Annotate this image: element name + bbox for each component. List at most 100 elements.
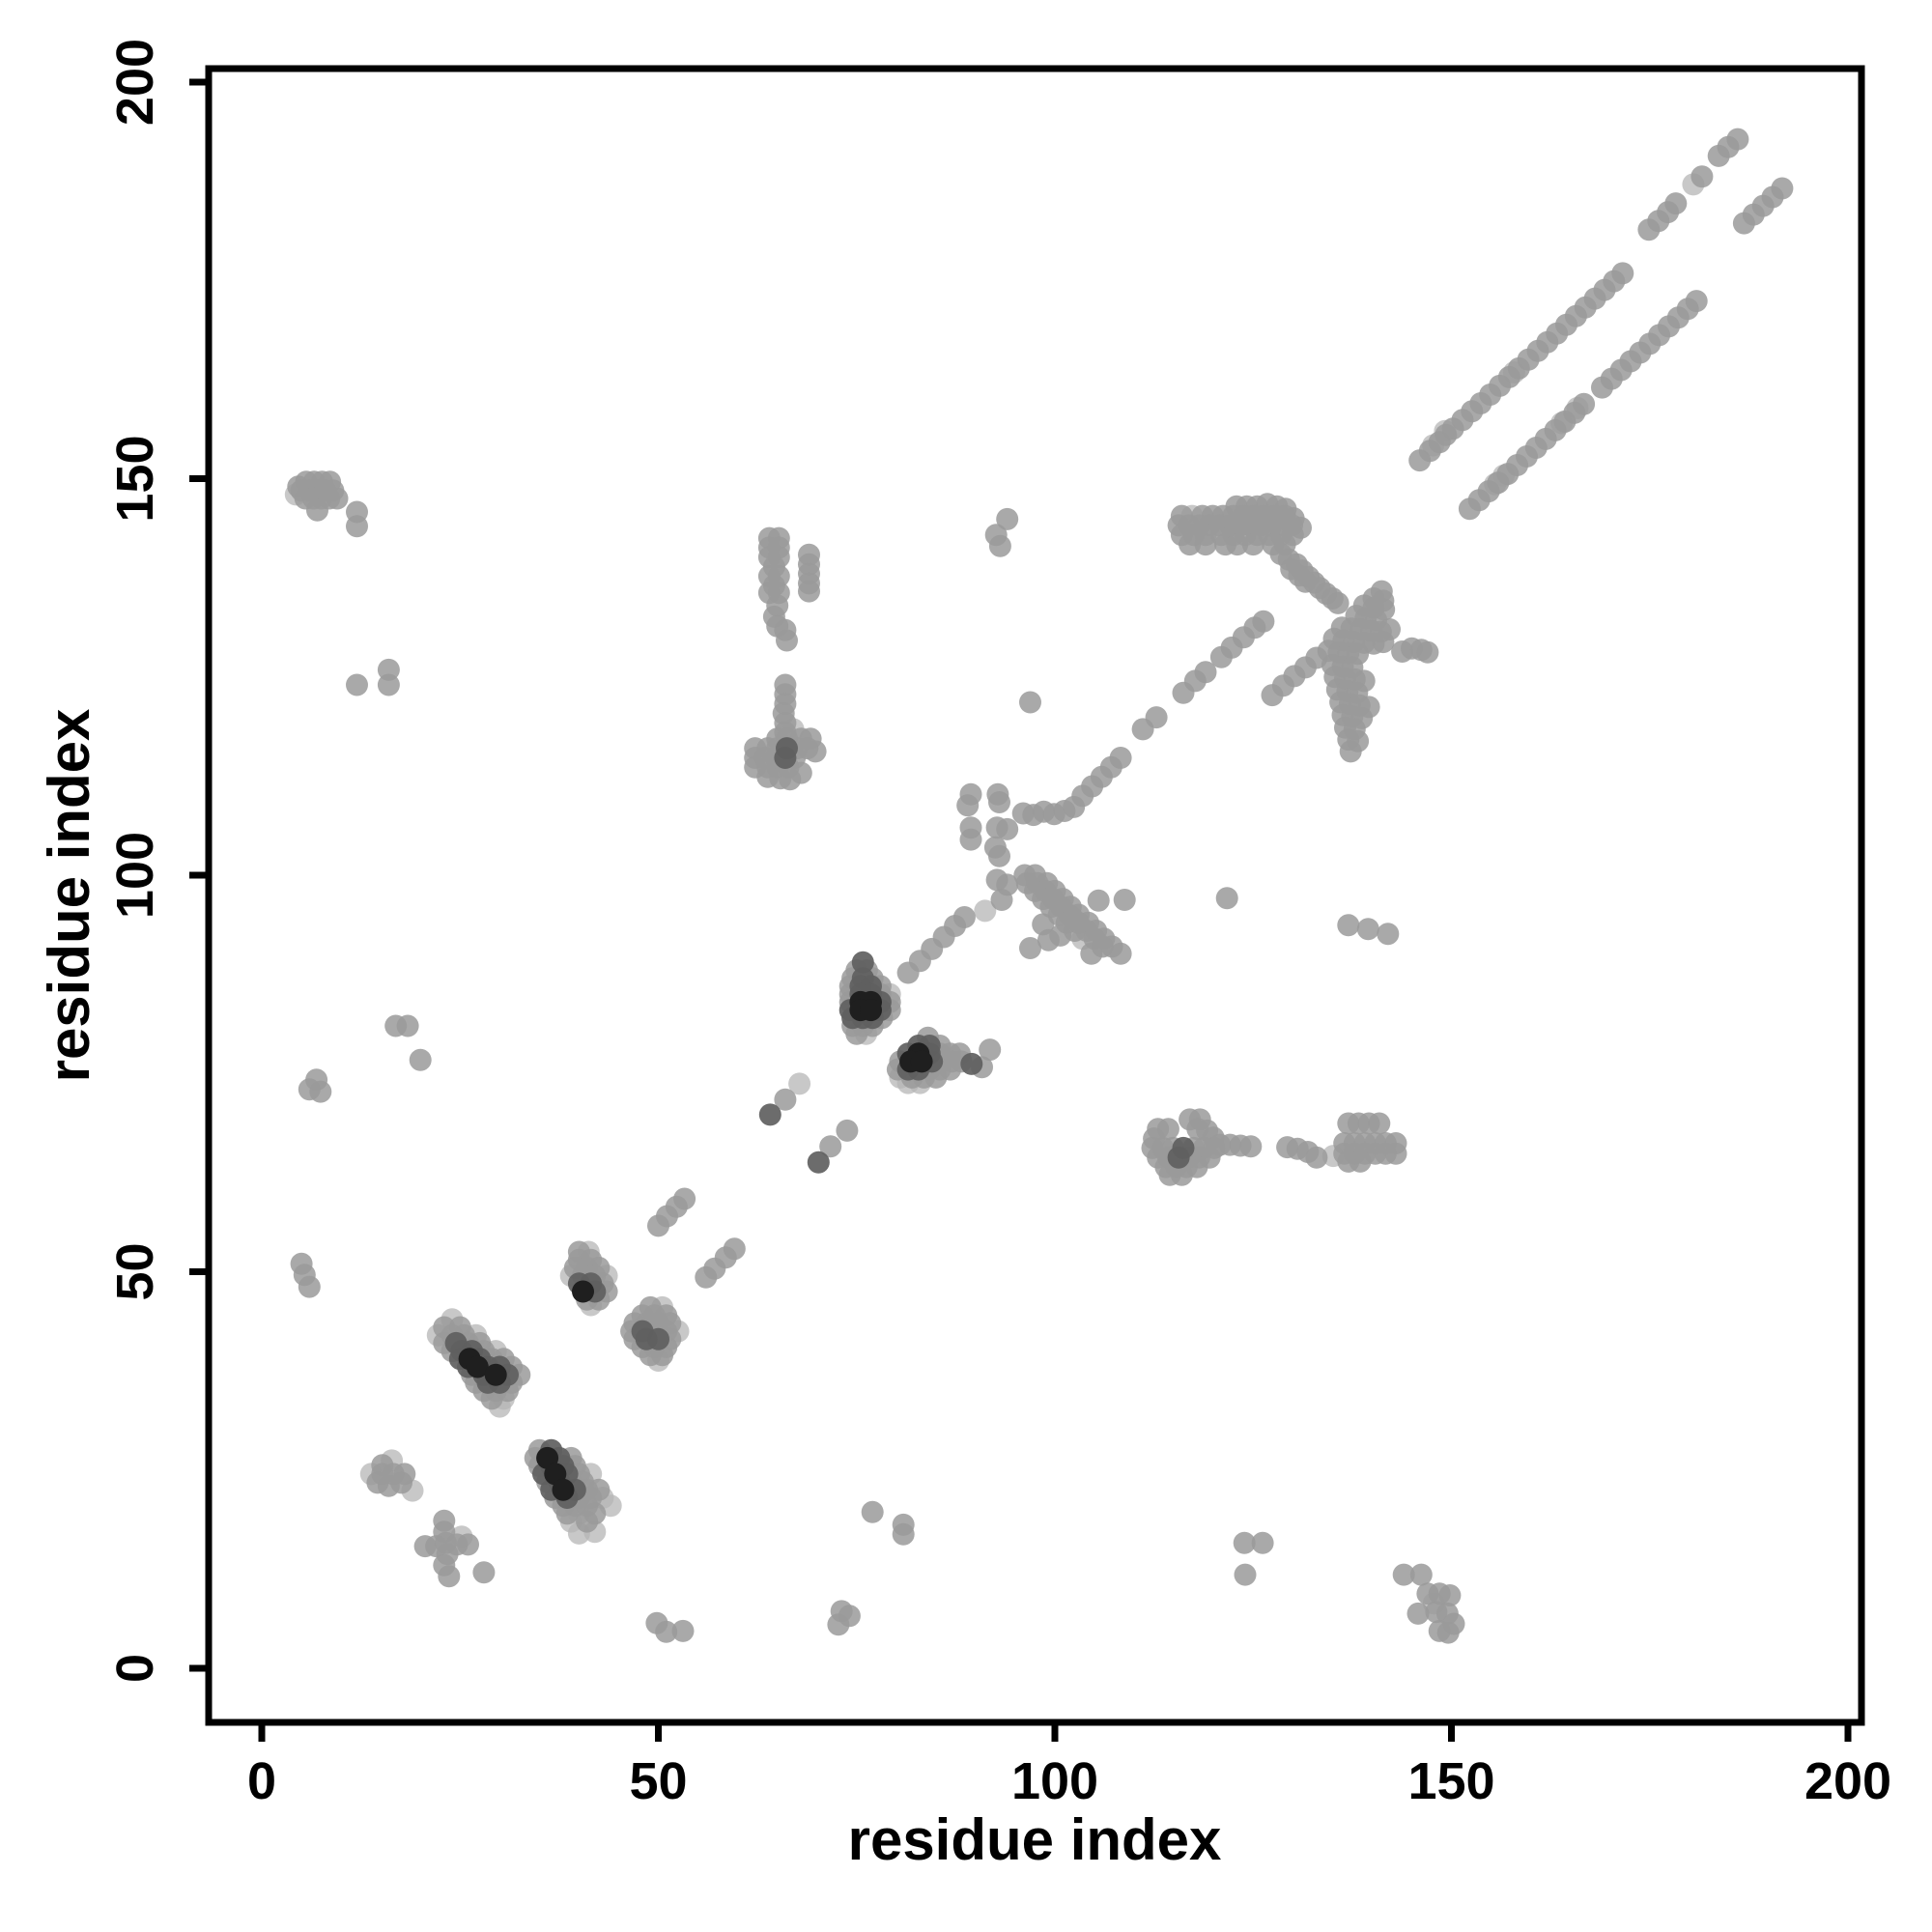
data-point: [1251, 1531, 1274, 1554]
data-point: [371, 1454, 394, 1477]
y-axis-ticks: 0 50 100 150 200: [106, 39, 209, 1683]
data-point: [466, 1355, 489, 1378]
data-point: [647, 1327, 669, 1350]
data-point: [1305, 646, 1328, 669]
data-point: [956, 794, 980, 817]
data-point: [774, 747, 797, 769]
data-point: [960, 1052, 983, 1075]
x-axis-ticks: 0 50 100 150 200: [247, 1722, 1891, 1810]
data-point: [1226, 533, 1249, 556]
data-point: [1167, 1146, 1190, 1169]
data-point: [1170, 1163, 1193, 1186]
data-point: [306, 498, 328, 522]
data-point: [836, 1119, 859, 1142]
data-point: [673, 1187, 696, 1210]
data-point: [1368, 1112, 1391, 1135]
data-point: [779, 768, 802, 791]
data-point: [1377, 923, 1400, 946]
data-point: [1726, 128, 1749, 151]
data-point: [457, 1533, 479, 1556]
data-point: [996, 507, 1019, 530]
data-point: [1080, 942, 1103, 965]
data-point: [1215, 887, 1238, 910]
data-point: [1690, 165, 1714, 188]
data-point: [807, 1151, 830, 1174]
data-point: [758, 1103, 781, 1126]
data-point: [952, 906, 976, 928]
data-point: [851, 951, 874, 974]
x-tick-label: 100: [1011, 1752, 1098, 1810]
data-point: [1349, 1150, 1372, 1173]
data-point: [988, 534, 1011, 557]
data-point: [1087, 889, 1110, 912]
y-tick-label: 150: [106, 435, 164, 522]
x-tick-label: 150: [1407, 1752, 1494, 1810]
data-point: [1145, 706, 1168, 729]
data-point: [425, 1535, 448, 1558]
data-point: [788, 1072, 811, 1095]
data-point: [988, 844, 1010, 867]
x-tick-label: 200: [1804, 1752, 1891, 1810]
y-tick-label: 100: [106, 832, 164, 919]
data-point: [655, 1620, 678, 1643]
data-point: [892, 1522, 915, 1546]
data-point: [974, 899, 997, 923]
data-point: [1326, 591, 1350, 614]
data-point: [1384, 1142, 1407, 1165]
data-point: [1442, 1612, 1465, 1635]
y-tick-label: 50: [106, 1242, 164, 1300]
x-tick-label: 0: [247, 1752, 276, 1810]
data-point: [798, 580, 820, 603]
data-point: [1409, 1563, 1433, 1586]
data-points-layer: [284, 128, 1794, 1644]
data-point: [1337, 914, 1360, 937]
data-point: [377, 673, 400, 696]
data-point: [1019, 691, 1041, 714]
data-point: [1416, 640, 1439, 664]
data-point: [1109, 942, 1132, 965]
data-point: [552, 1478, 575, 1501]
data-point: [390, 1471, 412, 1494]
data-point: [572, 1280, 594, 1303]
data-point: [1019, 937, 1041, 959]
data-point: [484, 1363, 507, 1386]
data-point: [1771, 177, 1794, 200]
data-point: [1685, 290, 1708, 313]
data-point: [1611, 262, 1634, 285]
data-point: [472, 1561, 496, 1584]
x-tick-label: 50: [629, 1752, 687, 1810]
data-point: [326, 487, 349, 510]
data-point: [576, 1510, 599, 1533]
data-point: [723, 1237, 746, 1261]
data-point: [861, 1500, 884, 1523]
data-point: [1113, 889, 1136, 911]
data-point: [1339, 740, 1362, 763]
data-point: [1109, 747, 1132, 769]
data-point: [988, 791, 1010, 813]
data-point: [860, 999, 882, 1022]
x-axis-title: residue index: [848, 1807, 1222, 1872]
data-point: [346, 515, 368, 538]
data-point: [1305, 1146, 1328, 1169]
data-point: [819, 1135, 842, 1158]
data-point: [1194, 533, 1217, 556]
data-point: [996, 817, 1019, 840]
y-tick-label: 200: [106, 39, 164, 126]
y-tick-label: 0: [106, 1654, 164, 1683]
data-point: [990, 889, 1013, 911]
data-point: [1252, 610, 1275, 633]
data-point: [959, 828, 982, 851]
data-point: [1392, 1563, 1415, 1586]
data-point: [298, 1275, 321, 1298]
data-point: [776, 629, 798, 652]
plot-border: [205, 65, 1865, 1726]
data-point: [555, 1502, 579, 1525]
data-point: [1179, 533, 1202, 556]
data-point: [1372, 631, 1395, 654]
data-point: [1573, 392, 1596, 415]
y-axis-title: residue index: [37, 709, 101, 1083]
data-point: [910, 1050, 933, 1073]
data-point: [1234, 1563, 1257, 1586]
